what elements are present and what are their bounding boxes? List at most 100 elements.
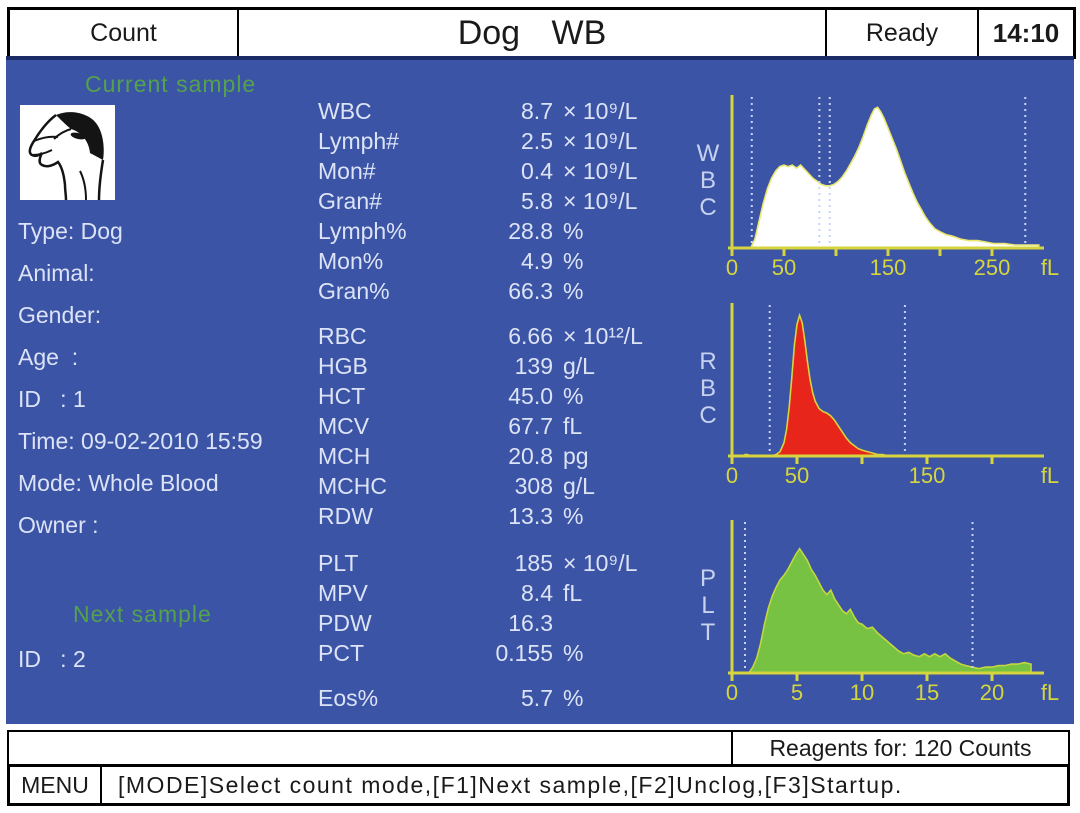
svg-text:15: 15	[915, 680, 939, 705]
parameter-row-lymph: Lymph# 2.5 × 10⁹/L	[318, 126, 718, 156]
parameter-row-mchc: MCHC 308 g/L	[318, 471, 718, 501]
parameter-group-0: WBC 8.7 × 10⁹/L Lymph# 2.5 × 10⁹/L Mon# 0.4 × 10…	[318, 96, 718, 306]
rbc-histogram: 0 50 150 fL R B C	[694, 291, 1072, 491]
parameter-name: RBC	[318, 323, 367, 349]
main-display: Current sample Type: Dog Animal: Gender: …	[6, 56, 1074, 724]
mode-indicator: Count	[90, 18, 157, 47]
sample-info-list: Type: Dog Animal: Gender: Age : ID : 1 Tim…	[18, 210, 263, 546]
parameter-unit: fL	[563, 413, 583, 439]
parameter-group-1: RBC 6.66 × 10¹²/L HGB 139 g/L HCT 45.0% MCV 67.7 f…	[318, 321, 718, 531]
parameter-value: 308	[514, 473, 553, 499]
plt-histogram-svg: 0 5 10 15 20 fL P L T	[700, 520, 1059, 705]
parameter-name: PCT	[318, 640, 364, 666]
parameter-name: WBC	[318, 98, 372, 124]
sample-field-age: Age :	[18, 344, 85, 370]
sample-field-type: Type: Dog	[18, 218, 123, 244]
parameter-name: MCHC	[318, 473, 387, 499]
svg-text:0: 0	[726, 680, 738, 705]
parameter-row-gran: Gran% 66.3%	[318, 276, 718, 306]
plt-histogram: 0 5 10 15 20 fL P L T	[694, 508, 1072, 708]
svg-text:50: 50	[785, 463, 809, 488]
parameter-value: 66.3	[508, 278, 553, 304]
parameter-unit: %	[563, 640, 584, 666]
parameter-row-pct: PCT 0.155%	[318, 638, 718, 668]
status-indicator: Ready	[825, 10, 977, 56]
parameter-value: 6.66	[508, 323, 553, 349]
parameter-name: Lymph%	[318, 218, 407, 244]
parameter-value: 20.8	[508, 443, 553, 469]
parameter-unit: × 10¹²/L	[563, 323, 643, 349]
menu-bar: MENU [MODE]Select count mode,[F1]Next sa…	[7, 764, 1070, 806]
top-bar: Count Dog WB Ready 14:10	[7, 7, 1076, 59]
parameter-value: 5.8	[521, 188, 553, 214]
sample-field-gender: Gender:	[18, 302, 108, 328]
parameter-unit: %	[563, 248, 584, 274]
svg-text:20: 20	[980, 680, 1004, 705]
parameter-row-rbc: RBC 6.66 × 10¹²/L	[318, 321, 718, 351]
parameter-name: MCH	[318, 443, 371, 469]
parameter-unit: g/L	[563, 473, 595, 499]
svg-text:5: 5	[791, 680, 803, 705]
dog-icon	[20, 105, 115, 201]
parameter-unit: × 10⁹/L	[563, 550, 638, 576]
parameter-unit: %	[563, 383, 584, 409]
svg-text:10: 10	[850, 680, 874, 705]
parameter-value: 0.4	[521, 158, 553, 184]
parameter-unit: g/L	[563, 353, 595, 379]
softkey-hints: [MODE]Select count mode,[F1]Next sample,…	[118, 771, 903, 798]
parameter-row-wbc: WBC 8.7 × 10⁹/L	[318, 96, 718, 126]
svg-text:150: 150	[909, 463, 946, 488]
svg-text:fL: fL	[1041, 463, 1059, 488]
parameter-unit: × 10⁹/L	[563, 98, 638, 124]
parameter-row-plt: PLT 185 × 10⁹/L	[318, 548, 718, 578]
clock: 14:10	[977, 10, 1073, 56]
svg-text:0: 0	[726, 255, 738, 280]
parameter-name: RDW	[318, 503, 373, 529]
sample-field-mode: Mode: Whole Blood	[18, 470, 219, 496]
svg-text:0: 0	[726, 463, 738, 488]
parameter-value: 67.7	[508, 413, 553, 439]
parameter-row-rdw: RDW 13.3%	[318, 501, 718, 531]
parameter-unit: %	[563, 685, 584, 711]
parameter-value: 45.0	[508, 383, 553, 409]
parameter-value: 8.4	[521, 580, 553, 606]
page-title: Dog WB	[237, 10, 825, 56]
svg-text:50: 50	[772, 255, 796, 280]
parameter-name: HGB	[318, 353, 368, 379]
sample-field-animal: Animal:	[18, 260, 102, 286]
parameter-unit: × 10⁹/L	[563, 188, 638, 214]
reagents-counter: Reagents for: 120 Counts	[731, 732, 1068, 764]
parameter-unit: fL	[563, 580, 583, 606]
wbc-histogram: 0 50 150 250 fL W B C	[694, 83, 1072, 283]
parameter-name: Mon%	[318, 248, 384, 274]
parameter-name: Lymph#	[318, 128, 399, 154]
species-image	[20, 105, 115, 201]
parameter-row-gran: Gran# 5.8 × 10⁹/L	[318, 186, 718, 216]
parameter-value: 185	[514, 550, 553, 576]
parameter-row-eos: Eos% 5.7%	[318, 683, 718, 713]
sample-field-owner: Owner :	[18, 512, 105, 538]
svg-text:150: 150	[870, 255, 907, 280]
next-sample-label: Next sample	[73, 601, 212, 627]
parameter-name: MCV	[318, 413, 370, 439]
menu-button[interactable]: MENU	[10, 767, 102, 803]
next-sample-field-id: ID : 2	[18, 646, 86, 672]
parameter-value: 4.9	[521, 248, 553, 274]
parameter-row-mon: Mon% 4.9%	[318, 246, 718, 276]
parameter-name: Mon#	[318, 158, 376, 184]
sample-field-time: Time: 09-02-2010 15:59	[18, 428, 263, 454]
parameter-value: 13.3	[508, 503, 553, 529]
parameter-value: 139	[514, 353, 553, 379]
wbc-histogram-svg: 0 50 150 250 fL W B C	[697, 95, 1059, 280]
rbc-histogram-svg: 0 50 150 fL R B C	[699, 303, 1059, 488]
parameter-value: 2.5	[521, 128, 553, 154]
status-row: Reagents for: 120 Counts	[7, 730, 1070, 766]
parameter-unit: × 10⁹/L	[563, 128, 638, 154]
parameter-unit: %	[563, 503, 584, 529]
parameter-unit: %	[563, 218, 584, 244]
parameter-name: PLT	[318, 550, 359, 576]
parameter-row-hct: HCT 45.0%	[318, 381, 718, 411]
